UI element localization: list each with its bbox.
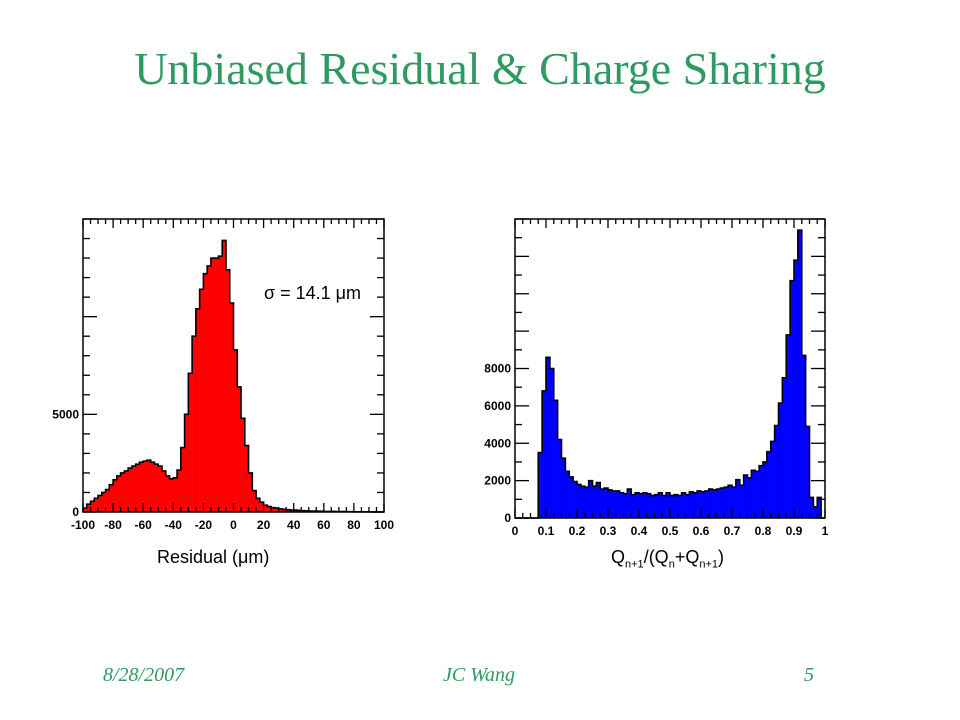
histogram-bar <box>98 495 103 512</box>
residual-x-axis-label: Residual (μm) <box>157 547 270 567</box>
histogram-bar <box>135 464 140 512</box>
histogram-bar <box>124 470 129 512</box>
histogram-bar <box>90 501 95 512</box>
histogram-bar <box>244 445 249 512</box>
histogram-bar <box>282 509 287 512</box>
x-tick-label: -60 <box>135 518 153 532</box>
histogram-bar <box>143 461 148 512</box>
histogram-bar <box>241 418 246 512</box>
histogram-bar <box>267 506 272 512</box>
sigma-annotation: σ = 14.1 μm <box>264 283 361 303</box>
histogram-bar <box>109 484 114 512</box>
histogram-bar <box>286 509 291 512</box>
histogram-bar <box>116 475 121 512</box>
x-tick-label: -40 <box>165 518 183 532</box>
x-tick-label: 40 <box>287 518 301 532</box>
x-tick-label: -80 <box>104 518 122 532</box>
histogram-bar <box>101 492 106 512</box>
histogram-bar <box>271 507 276 512</box>
x-tick-label: 80 <box>347 518 361 532</box>
x-tick-label: -20 <box>195 518 213 532</box>
x-tick-label: -100 <box>71 518 95 532</box>
histogram-bar <box>177 470 182 512</box>
histogram-bar <box>131 466 136 512</box>
histogram-bar <box>105 489 110 512</box>
x-tick-label: 60 <box>317 518 331 532</box>
histogram-bar <box>207 265 212 512</box>
histogram-bar <box>83 508 88 512</box>
histogram-bar <box>293 510 298 512</box>
histogram-bar <box>256 498 261 512</box>
histogram-bar <box>192 336 197 512</box>
slide-title: Unbiased Residual & Charge Sharing <box>134 43 826 94</box>
histogram-bar <box>154 464 159 512</box>
histogram-bar <box>158 466 163 512</box>
histogram-bar <box>162 470 167 512</box>
histogram-bar <box>139 462 144 512</box>
x-tick-label: 100 <box>374 518 394 532</box>
footer-date: 8/28/2007 <box>103 664 185 686</box>
y-tick-label: 0 <box>72 505 79 519</box>
histogram-bar <box>120 472 125 512</box>
histogram-bar <box>222 240 227 512</box>
histogram-bar <box>184 414 189 512</box>
x-tick-label: 20 <box>257 518 271 532</box>
histogram-bar <box>173 477 178 512</box>
footer-author: JC Wang <box>443 664 516 686</box>
histogram-bar <box>229 302 234 512</box>
histogram-bar <box>113 479 118 512</box>
histogram-bar <box>128 468 133 512</box>
histogram-bars <box>83 240 385 512</box>
histogram-bar <box>188 373 193 512</box>
histogram-bar <box>248 472 253 512</box>
histogram-bar <box>165 475 170 512</box>
histogram-bar <box>259 502 264 512</box>
histogram-bar <box>203 273 208 512</box>
histogram-bar <box>150 462 155 512</box>
histogram-bar <box>278 508 283 512</box>
histogram-bar <box>218 256 223 512</box>
histogram-bar <box>214 258 219 512</box>
histogram-bar <box>169 478 174 512</box>
x-tick-label: 0 <box>230 518 237 532</box>
footer-page-number: 5 <box>804 664 814 686</box>
histogram-bar <box>86 504 91 512</box>
y-tick-label: 5000 <box>52 407 79 421</box>
histogram-bar <box>263 505 268 512</box>
histogram-bar <box>210 258 215 512</box>
histogram-bar <box>146 460 152 512</box>
histogram-bar <box>199 289 204 512</box>
histogram-bar <box>225 269 231 512</box>
histogram-bar <box>233 349 238 512</box>
histogram-bar <box>94 498 99 512</box>
histogram-outline <box>82 239 385 513</box>
histogram-bar <box>180 447 185 512</box>
charge-sharing-x-axis-label: Qn+1/(Qn+Qn+1) <box>611 547 724 571</box>
histogram-bar <box>195 308 200 512</box>
histogram-bar <box>237 386 242 512</box>
histogram-bar <box>252 490 257 512</box>
histogram-bar <box>274 508 279 512</box>
histogram-bar <box>289 510 294 512</box>
